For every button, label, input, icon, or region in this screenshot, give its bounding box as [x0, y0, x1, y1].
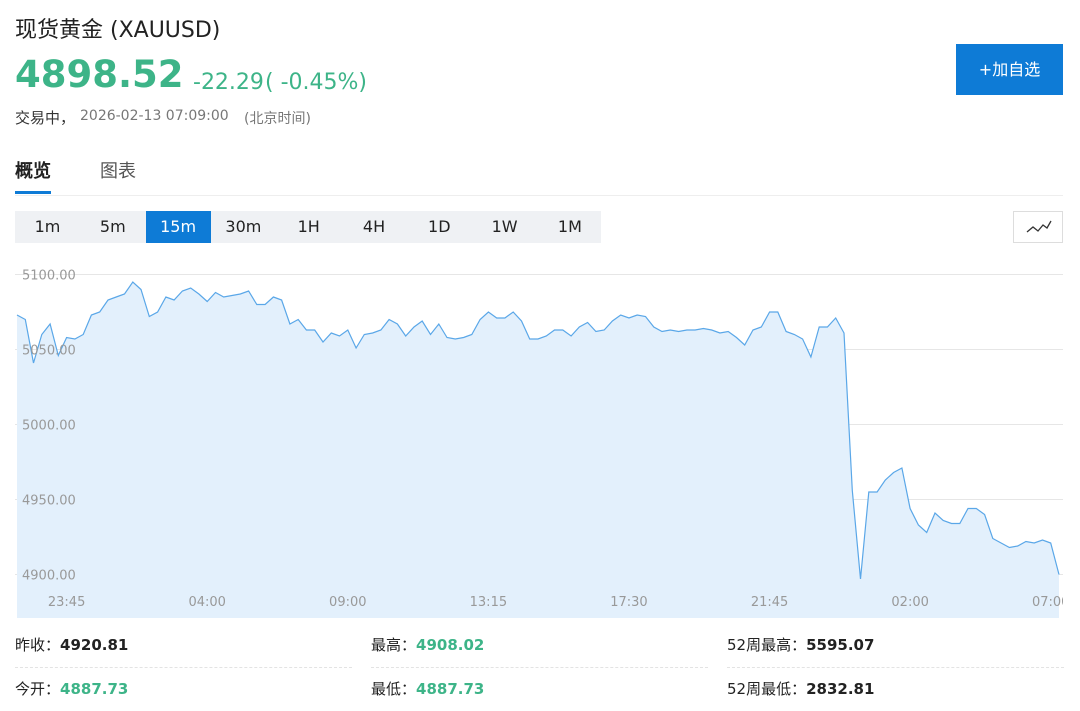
interval-button[interactable]: 1W — [491, 217, 518, 236]
interval-bar — [15, 211, 601, 243]
change-percent: ( -0.45%) — [265, 70, 367, 95]
x-tick-label: 13:15 — [470, 595, 507, 610]
tab[interactable]: 图表 — [100, 161, 136, 182]
interval-button[interactable]: 30m — [225, 217, 262, 236]
x-tick-label: 21:45 — [751, 595, 788, 610]
stat: 最低：4887.73 — [371, 667, 708, 711]
y-tick-label: 4950.00 — [22, 494, 76, 509]
interval-button[interactable]: 15m — [145, 211, 211, 243]
x-tick-label: 17:30 — [610, 595, 647, 610]
add-watchlist-button[interactable]: +加自选 — [956, 44, 1063, 95]
stat-value: 4920.81 — [60, 636, 129, 654]
interval-button[interactable]: 1M — [557, 217, 582, 236]
stat: 昨收：4920.81 — [15, 623, 352, 668]
title: 现货黄金 (XAUUSD) — [15, 18, 221, 43]
interval-button[interactable]: 5m — [99, 217, 126, 236]
y-tick-label: 5100.00 — [22, 269, 76, 284]
x-tick-label: 02:00 — [891, 595, 928, 610]
timestamp: 2026-02-13 07:09:00 — [80, 108, 229, 124]
stat: 今开：4887.73 — [15, 667, 352, 711]
stat-value: 4887.73 — [416, 680, 485, 698]
stat-value: 4908.02 — [416, 636, 485, 654]
interval-button[interactable]: 4H — [362, 217, 386, 236]
tab[interactable]: 概览 — [15, 157, 51, 194]
interval-button[interactable]: 1H — [297, 217, 320, 236]
stat-value: 5595.07 — [806, 636, 875, 654]
stat: 52周最高：5595.07 — [727, 623, 1064, 668]
chart-type-button[interactable] — [1013, 211, 1063, 243]
stat-value: 2832.81 — [806, 680, 875, 698]
x-tick-label: 09:00 — [329, 595, 366, 610]
x-tick-label: 04:00 — [188, 595, 225, 610]
stat-label: 今开： — [15, 680, 61, 698]
y-tick-label: 4900.00 — [22, 569, 76, 584]
chart: 4900.00 4950.00 5000.00 5050.00 5100.00 23:45… — [15, 268, 1063, 618]
chart-icon — [1026, 220, 1052, 233]
stat-value: 4887.73 — [60, 680, 129, 698]
tab-divider — [15, 195, 1063, 196]
x-tick-label: 07:00 — [1032, 595, 1063, 610]
timezone: (北京时间) — [244, 111, 311, 127]
stat: 最高：4908.02 — [371, 623, 708, 668]
status: 交易中， — [15, 109, 76, 127]
y-tick-label: 5050.00 — [22, 344, 76, 359]
interval-button[interactable]: 1D — [428, 217, 451, 236]
area — [17, 282, 1059, 618]
stat-label: 52周最低： — [727, 680, 807, 698]
stat-label: 最低： — [371, 680, 417, 698]
stat-label: 昨收： — [15, 636, 61, 654]
stat: 52周最低：2832.81 — [727, 667, 1064, 711]
price: 4898.52 — [15, 53, 184, 96]
change: -22.29 — [193, 70, 264, 95]
stat-label: 最高： — [371, 636, 417, 654]
x-tick-label: 23:45 — [48, 595, 85, 610]
icon-line — [1026, 220, 1052, 233]
price-line — [16, 281, 1060, 580]
stat-label: 52周最高： — [727, 636, 807, 654]
interval-button[interactable]: 1m — [34, 217, 61, 236]
y-tick-label: 5000.00 — [22, 419, 76, 434]
